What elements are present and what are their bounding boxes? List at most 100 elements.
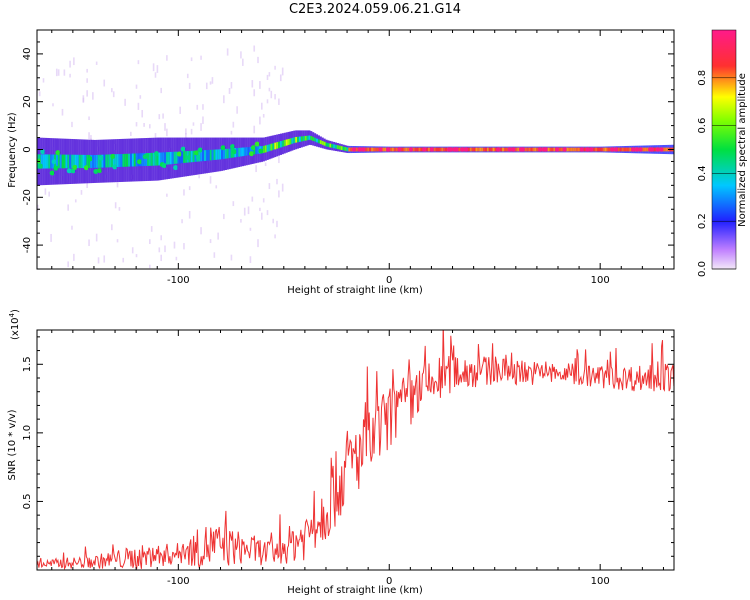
heatmap-cell xyxy=(164,152,167,165)
heatmap-cell xyxy=(665,147,668,152)
heatmap-cell xyxy=(150,226,153,232)
heatmap-cell xyxy=(213,252,216,258)
heatmap-cell xyxy=(135,122,138,127)
heatmap-cell xyxy=(53,165,59,171)
heatmap-cell xyxy=(50,233,52,242)
heatmap-cell xyxy=(295,136,298,143)
heatmap-cell xyxy=(437,147,440,152)
heatmap-cell xyxy=(202,104,204,110)
heatmap-cell xyxy=(95,154,98,168)
heatmap-cell xyxy=(160,152,163,166)
heatmap-cell xyxy=(42,78,45,83)
heatmap-cell xyxy=(67,204,69,211)
heatmap-cell xyxy=(528,147,531,152)
heatmap-cell xyxy=(483,147,486,152)
heatmap-cell xyxy=(390,147,393,152)
heatmap-cell xyxy=(589,147,594,152)
heatmap-cell xyxy=(230,254,233,261)
heatmap-cell xyxy=(287,138,290,146)
heatmap-cell xyxy=(570,147,573,152)
heatmap-cell xyxy=(655,147,660,152)
colorbar-tick-label: 0.4 xyxy=(697,165,708,181)
heatmap-cell xyxy=(217,232,219,240)
heatmap-cell xyxy=(595,147,598,152)
heatmap-cell xyxy=(232,201,235,207)
heatmap-cell xyxy=(274,142,277,150)
heatmap-cell xyxy=(147,152,150,166)
heatmap-cell xyxy=(130,131,132,136)
heatmap-cell xyxy=(173,151,176,164)
heatmap-cell xyxy=(110,153,116,159)
heatmap-cell xyxy=(57,154,60,169)
heatmap-cell xyxy=(264,145,267,153)
heatmap-cell xyxy=(243,207,246,216)
heatmap-cell xyxy=(627,147,630,152)
heatmap-cell xyxy=(485,147,488,152)
heatmap-cell xyxy=(95,233,98,242)
heatmap-cell xyxy=(88,154,91,168)
heatmap-cell xyxy=(88,132,90,140)
heatmap-cell xyxy=(429,147,435,152)
heatmap-cell xyxy=(230,148,233,158)
top-x-tick-label: 100 xyxy=(591,275,610,286)
heatmap-cell xyxy=(572,147,575,152)
heatmap-cell xyxy=(72,164,78,170)
heatmap-cell xyxy=(65,154,68,169)
heatmap-cell xyxy=(338,145,341,150)
heatmap-cell xyxy=(608,147,611,152)
heatmap-cell xyxy=(350,147,353,152)
heatmap-cell xyxy=(180,146,186,152)
heatmap-cell xyxy=(619,147,622,152)
heatmap-cell xyxy=(316,138,319,143)
heatmap-cell xyxy=(505,147,508,152)
heatmap-cell xyxy=(262,145,265,154)
heatmap-cell xyxy=(74,154,77,169)
heatmap-cell xyxy=(549,147,552,152)
heatmap-cell xyxy=(443,147,446,152)
heatmap-cell xyxy=(285,139,288,146)
heatmap-cell xyxy=(530,147,533,152)
heatmap-cell xyxy=(374,147,377,152)
colorbar xyxy=(712,30,736,269)
heatmap-cell xyxy=(405,147,408,152)
heatmap-cell xyxy=(186,73,189,79)
heatmap-cell xyxy=(112,164,118,170)
heatmap-cell xyxy=(83,165,89,171)
heatmap-cell xyxy=(74,199,77,203)
heatmap-cell xyxy=(259,81,261,89)
heatmap-cell xyxy=(532,147,535,152)
heatmap-cell xyxy=(166,55,168,61)
heatmap-cell xyxy=(393,147,396,152)
heatmap-cell xyxy=(526,147,529,152)
heatmap-cell xyxy=(253,89,256,97)
heatmap-cell xyxy=(162,113,164,119)
heatmap-cell xyxy=(48,191,50,197)
colorbar-tick-label: 0.0 xyxy=(697,261,708,277)
heatmap-cell xyxy=(67,154,70,169)
heatmap-cell xyxy=(302,136,305,142)
colorbar-label: Normalized spectral amplitude xyxy=(737,73,748,227)
heatmap-cell xyxy=(200,123,202,131)
heatmap-cell xyxy=(262,113,265,118)
heatmap-cell xyxy=(475,147,478,152)
snr-series-line xyxy=(37,330,674,570)
heatmap-cell xyxy=(186,155,192,161)
heatmap-cell xyxy=(418,147,421,152)
heatmap-cell xyxy=(149,124,151,129)
heatmap-cell xyxy=(283,140,286,147)
heatmap-cell xyxy=(202,150,205,162)
heatmap-cell xyxy=(40,149,46,155)
heatmap-cell xyxy=(333,144,336,149)
heatmap-cell xyxy=(200,55,202,60)
heatmap-cell xyxy=(154,151,160,157)
heatmap-cell xyxy=(261,212,263,220)
heatmap-cell xyxy=(179,151,182,164)
heatmap-cell xyxy=(384,147,387,152)
heatmap-cell xyxy=(52,103,54,107)
heatmap-cell xyxy=(574,147,577,152)
spectrogram-heatmap xyxy=(37,30,674,269)
heatmap-cell xyxy=(340,146,343,150)
heatmap-cell xyxy=(230,82,233,89)
snr-line-plot xyxy=(37,330,674,570)
heatmap-cell xyxy=(367,147,370,152)
